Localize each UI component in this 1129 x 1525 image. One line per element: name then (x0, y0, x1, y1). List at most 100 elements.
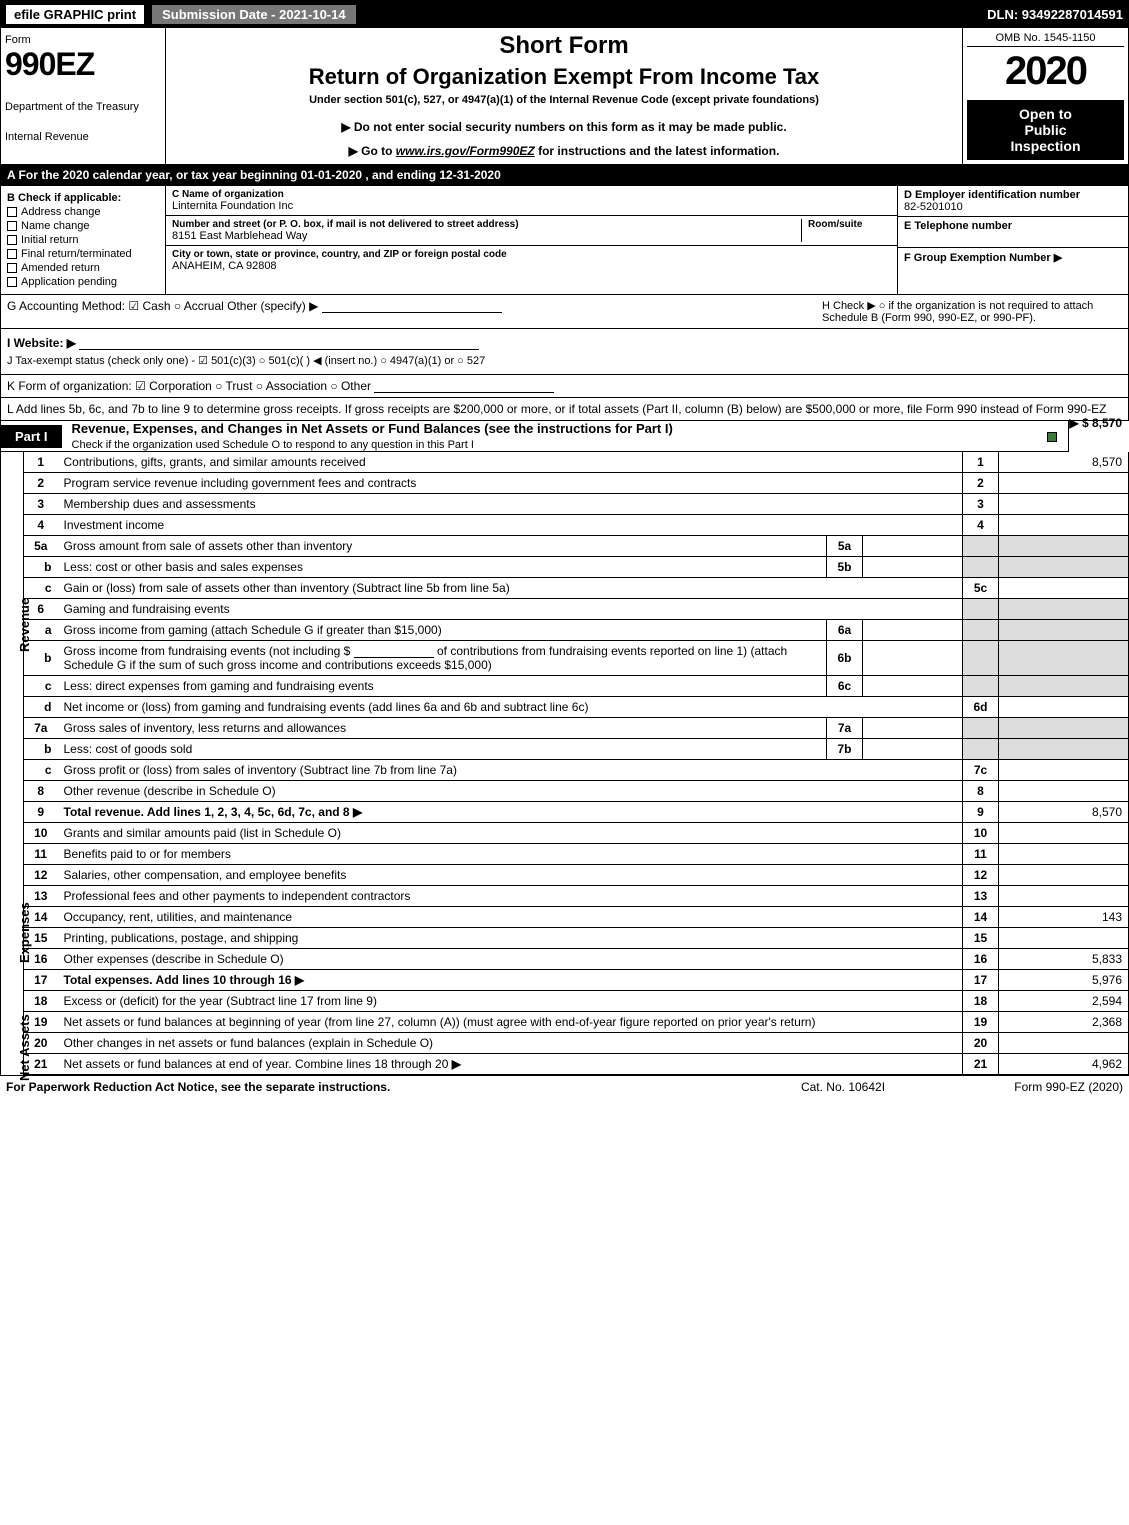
line-15: 15 Printing, publications, postage, and … (24, 928, 1129, 949)
rn: 21 (963, 1054, 999, 1075)
line-6c: c Less: direct expenses from gaming and … (24, 676, 1129, 697)
arrow-icon: ▶ (452, 1057, 461, 1071)
ln: 9 (24, 802, 58, 823)
f-row: F Group Exemption Number ▶ (898, 248, 1128, 279)
header-right: OMB No. 1545-1150 2020 Open to Public In… (963, 28, 1128, 164)
rn-shade (963, 557, 999, 578)
ln: 3 (24, 494, 58, 515)
val (999, 928, 1129, 949)
desc: Program service revenue including govern… (64, 476, 417, 490)
d-label: D Employer identification number (904, 189, 1122, 201)
c-street-row: Number and street (or P. O. box, if mail… (166, 216, 897, 246)
f-label: F Group Exemption Number ▶ (904, 251, 1122, 264)
val (999, 781, 1129, 802)
val: 143 (999, 907, 1129, 928)
goto-link[interactable]: www.irs.gov/Form990EZ (396, 144, 535, 158)
footer-formref: Form 990-EZ (2020) (943, 1080, 1123, 1094)
j-tax-status: J Tax-exempt status (check only one) - ☑… (7, 353, 1122, 367)
c-city-value: ANAHEIM, CA 92808 (172, 260, 891, 272)
desc: Membership dues and assessments (64, 497, 256, 511)
desc: Professional fees and other payments to … (64, 889, 411, 903)
expenses-table: 10 Grants and similar amounts paid (list… (23, 823, 1129, 991)
desc: Total revenue. Add lines 1, 2, 3, 4, 5c,… (64, 805, 350, 819)
desc: Gaming and fundraising events (64, 602, 230, 616)
line-12: 12 Salaries, other compensation, and emp… (24, 865, 1129, 886)
val: 2,594 (999, 991, 1129, 1012)
part1-tab: Part I (1, 425, 62, 448)
subno: 5b (827, 557, 863, 578)
checkbox-icon[interactable] (7, 263, 17, 273)
rn: 11 (963, 844, 999, 865)
omb-number: OMB No. 1545-1150 (967, 32, 1124, 47)
ln: 7a (24, 718, 58, 739)
line-5a: 5a Gross amount from sale of assets othe… (24, 536, 1129, 557)
goto-pre: ▶ Go to (349, 144, 396, 158)
subval (863, 718, 963, 739)
desc: Salaries, other compensation, and employ… (64, 868, 347, 882)
desc: Other revenue (describe in Schedule O) (64, 784, 276, 798)
topbar: efile GRAPHIC print Submission Date - 20… (0, 0, 1129, 28)
desc: Other expenses (describe in Schedule O) (64, 952, 284, 966)
rn: 12 (963, 865, 999, 886)
val (999, 473, 1129, 494)
l-amount: ▶ $ 8,570 (1069, 416, 1122, 430)
col-def: D Employer identification number 82-5201… (898, 186, 1128, 294)
rn-shade (963, 599, 999, 620)
b-app: Application pending (7, 276, 159, 288)
open-inspection: Open to Public Inspection (967, 100, 1124, 160)
section-bcdef: B Check if applicable: Address change Na… (0, 186, 1129, 295)
rn: 3 (963, 494, 999, 515)
checkbox-icon[interactable] (7, 277, 17, 287)
rn: 14 (963, 907, 999, 928)
desc: Benefits paid to or for members (64, 847, 231, 861)
subno: 6a (827, 620, 863, 641)
val-shade (999, 620, 1129, 641)
ln: 18 (24, 991, 58, 1012)
line-5b: b Less: cost or other basis and sales ex… (24, 557, 1129, 578)
rn: 15 (963, 928, 999, 949)
val (999, 886, 1129, 907)
ln: 17 (24, 970, 58, 991)
form-number: 990EZ (5, 46, 161, 83)
val-shade (999, 557, 1129, 578)
line-4: 4 Investment income 4 (24, 515, 1129, 536)
submission-date: Submission Date - 2021-10-14 (152, 5, 356, 24)
desc: Investment income (64, 518, 165, 532)
part1-check (1040, 429, 1068, 443)
c-city-label: City or town, state or province, country… (172, 249, 891, 260)
open2: Public (969, 122, 1122, 138)
netassets-section: Net Assets 18 Excess or (deficit) for th… (0, 991, 1129, 1075)
col-b: B Check if applicable: Address change Na… (1, 186, 166, 294)
b-title: B Check if applicable: (7, 192, 159, 204)
ln: 5a (24, 536, 58, 557)
line-21: 21 Net assets or fund balances at end of… (24, 1054, 1129, 1075)
line-13: 13 Professional fees and other payments … (24, 886, 1129, 907)
val-shade (999, 739, 1129, 760)
g-accounting: G Accounting Method: ☑ Cash ○ Accrual Ot… (7, 299, 822, 324)
desc: Occupancy, rent, utilities, and maintena… (64, 910, 293, 924)
efile-label: efile GRAPHIC print (6, 5, 144, 24)
line-14: 14 Occupancy, rent, utilities, and maint… (24, 907, 1129, 928)
checkbox-checked-icon[interactable] (1047, 432, 1057, 442)
checkbox-icon[interactable] (7, 207, 17, 217)
j-text: J Tax-exempt status (check only one) - ☑… (7, 355, 485, 367)
line-8: 8 Other revenue (describe in Schedule O)… (24, 781, 1129, 802)
line-16: 16 Other expenses (describe in Schedule … (24, 949, 1129, 970)
checkbox-icon[interactable] (7, 221, 17, 231)
val (999, 697, 1129, 718)
c-street-value: 8151 East Marblehead Way (172, 230, 801, 242)
b-addr-label: Address change (21, 206, 101, 218)
i-blank (79, 338, 479, 350)
checkbox-icon[interactable] (7, 235, 17, 245)
g-blank (322, 301, 502, 313)
line-7b: b Less: cost of goods sold 7b (24, 739, 1129, 760)
rn-shade (963, 536, 999, 557)
desc: Other changes in net assets or fund bala… (64, 1036, 434, 1050)
donot-note: ▶ Do not enter social security numbers o… (174, 120, 954, 134)
rn-shade (963, 739, 999, 760)
val (999, 494, 1129, 515)
netassets-table: 18 Excess or (deficit) for the year (Sub… (23, 991, 1129, 1075)
ln: 4 (24, 515, 58, 536)
line-5c: c Gain or (loss) from sale of assets oth… (24, 578, 1129, 599)
checkbox-icon[interactable] (7, 249, 17, 259)
